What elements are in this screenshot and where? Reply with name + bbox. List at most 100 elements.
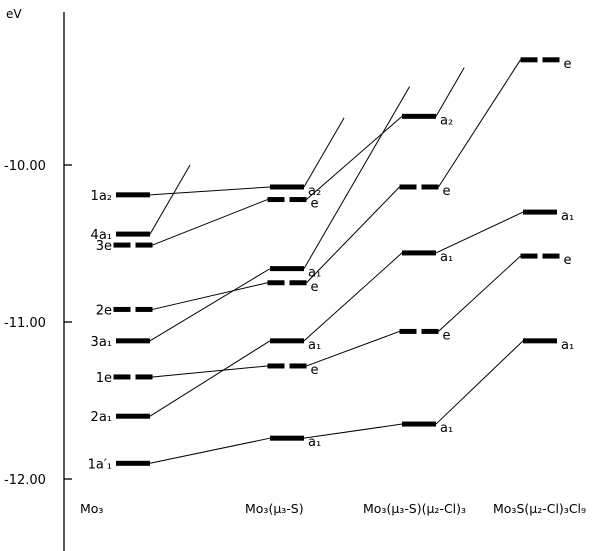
y-axis: eV -10.00 -11.00 -12.00 [4,7,72,551]
energy-level-c1-2a1: 2a₁ [91,410,150,425]
y-tick-label-0: -10.00 [4,159,46,174]
correlation-line [435,211,524,254]
energy-level-c3-a1-bot: a₁ [402,421,453,436]
level-label: a₁ [440,250,453,265]
correlation-line [435,340,524,425]
level-bar [135,306,153,312]
correlation-line [149,340,271,417]
energy-level-c1-4a1: 4a₁ [91,228,150,243]
energy-level-c1-1e: 1e [96,371,153,386]
level-label: e [564,253,572,268]
level-label: e [564,57,572,72]
level-label: a₁ [561,209,574,224]
level-bar [399,328,417,334]
energy-level-c2-a2: a₂ [270,184,321,199]
level-bar [399,184,417,190]
level-bar [270,435,304,441]
level-label: 3a₁ [91,335,112,350]
energy-level-c4-e-top: e [520,57,572,72]
correlation-lines [149,59,524,464]
level-bar [289,363,307,369]
energy-level-c3-a2: a₂ [402,113,453,128]
level-bar [523,338,557,344]
level-bar [135,242,153,248]
level-bar [270,184,304,190]
level-label: e [311,280,319,295]
energy-level-c3-e-low: e [399,328,451,343]
level-label: e [443,184,451,199]
y-tick-label-2: -12.00 [4,473,46,488]
column-label-c4: Mo₃S(μ₂-Cl)₃Cl₉ [493,501,586,516]
column-labels: Mo₃ Mo₃(μ₃-S) Mo₃(μ₃-S)(μ₂-Cl)₃ Mo₃S(μ₂-Cl)… [80,501,586,516]
correlation-line-open [435,67,465,117]
energy-level-c1-3a1: 3a₁ [91,335,150,350]
energy-level-c1-3e: 3e [96,239,153,254]
level-label: e [311,363,319,378]
level-bar [402,421,436,427]
level-bar [267,363,285,369]
level-label: 1e [96,371,112,386]
correlation-line [152,365,268,378]
correlation-line [149,186,271,196]
correlation-line [152,199,268,246]
level-bar [289,280,307,286]
level-bar [520,57,538,63]
level-bar [135,374,153,380]
level-bar [116,460,150,466]
correlation-line-open [303,86,411,269]
level-bar [520,253,538,259]
level-bar [523,209,557,215]
column-label-c2: Mo₃(μ₃-S) [245,501,304,516]
correlation-line-open [303,117,345,188]
energy-level-c1-1a2: 1a₂ [91,189,150,204]
column-label-c1: Mo₃ [80,501,103,516]
level-label: 2a₁ [91,410,112,425]
level-bar [402,113,436,119]
level-label: e [311,197,319,212]
correlation-line [303,252,403,342]
level-bar [267,280,285,286]
level-label: a₂ [440,113,453,128]
level-bar [421,328,439,334]
level-bar [270,338,304,344]
energy-level-c1-1a1p: 1a′₁ [88,457,150,472]
correlation-line [306,330,400,367]
energy-level-c4-e-low: e [520,253,572,268]
level-bar [267,197,285,203]
level-label: a₂ [308,184,321,199]
energy-level-c4-a1-top: a₁ [523,209,574,224]
level-bar [116,231,150,237]
level-bar [116,338,150,344]
energy-level-c2-a1-bot: a₁ [270,435,321,450]
energy-levels: 1a₂4a₁3e2e3a₁1e2a₁1a′₁a₂ea₁ea₁ea₁a₂ea₁ea… [88,57,575,472]
energy-level-c3-e-top: e [399,184,451,199]
level-label: e [443,328,451,343]
level-bar [542,253,560,259]
energy-level-c2-e-low: e [267,363,319,378]
level-bar [402,250,436,256]
level-bar [270,266,304,272]
level-bar [113,242,131,248]
level-bar [421,184,439,190]
energy-level-c4-a1-bot: a₁ [523,338,574,353]
correlation-line [306,186,400,284]
level-bar [542,57,560,63]
correlation-line [152,282,268,310]
energy-level-c3-a1-mid: a₁ [402,250,453,265]
level-bar [113,306,131,312]
correlation-line [306,115,403,200]
unit-label: eV [6,7,22,21]
level-label: a₁ [308,266,321,281]
level-label: 4a₁ [91,228,112,243]
energy-level-c2-e-top: e [267,197,319,212]
level-label: 1a₂ [91,189,112,204]
level-label: a₁ [440,421,453,436]
level-label: a₁ [308,338,321,353]
correlation-line [438,59,521,188]
level-label: a₁ [561,338,574,353]
energy-level-c1-2e: 2e [96,303,153,318]
y-tick-label-1: -11.00 [4,316,46,331]
correlation-line [149,437,271,464]
level-label: 3e [96,239,112,254]
